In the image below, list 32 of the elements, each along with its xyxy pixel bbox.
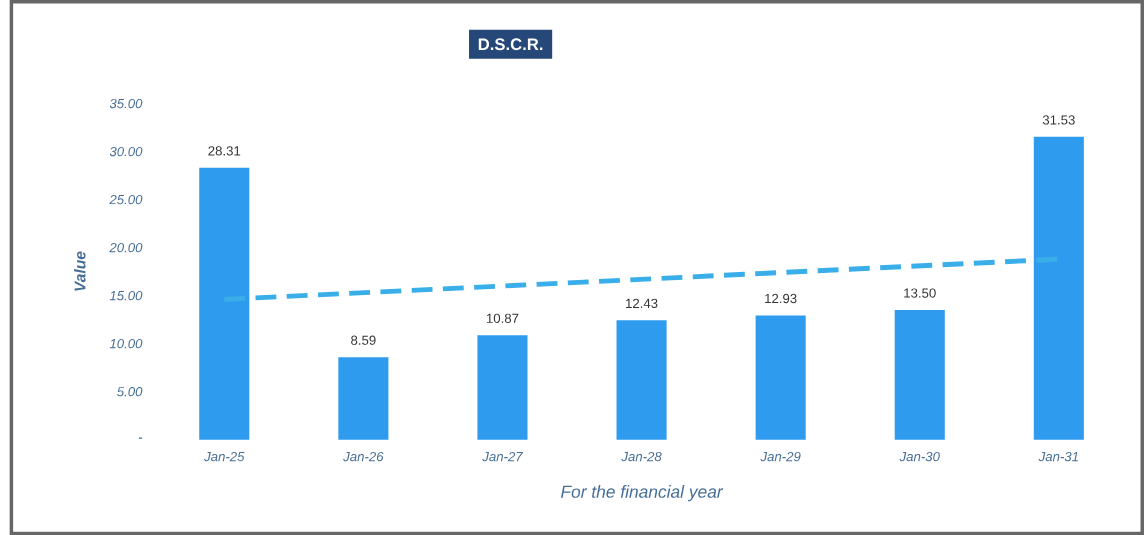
data-label: 28.31 <box>208 146 241 156</box>
x-axis-title: For the financial year <box>561 484 724 502</box>
x-tick-label: Jan-26 <box>343 451 384 462</box>
x-tick-label: Jan-29 <box>760 451 801 462</box>
x-tick-label: Jan-30 <box>899 451 940 462</box>
data-label: 8.59 <box>351 335 376 345</box>
y-tick-label: - <box>138 437 143 439</box>
bar <box>1033 136 1084 440</box>
data-label: 10.87 <box>486 313 519 323</box>
bar <box>894 309 945 440</box>
x-tick-label: Jan-27 <box>482 451 524 462</box>
y-tick-label: 30.00 <box>109 146 143 157</box>
x-tick-label: Jan-28 <box>621 451 662 462</box>
y-tick-label: 10.00 <box>109 338 143 349</box>
data-label: 13.50 <box>904 288 936 298</box>
y-tick-label: 5.00 <box>117 386 143 397</box>
bar <box>338 357 389 440</box>
data-label: 12.93 <box>765 293 797 304</box>
bar <box>477 335 528 440</box>
y-tick-label: 25.00 <box>109 194 143 205</box>
y-tick-label: 15.00 <box>109 290 143 301</box>
x-tick-label: Jan-25 <box>204 451 245 462</box>
bar <box>199 167 250 440</box>
bar <box>616 320 667 440</box>
y-axis-title: Value <box>74 251 86 291</box>
y-tick-label: 35.00 <box>109 98 143 109</box>
y-tick-label: 20.00 <box>109 242 143 253</box>
data-label: 31.53 <box>1042 115 1075 125</box>
data-label: 12.43 <box>626 298 658 308</box>
x-tick-label: Jan-31 <box>1038 451 1078 462</box>
bar <box>755 315 806 440</box>
chart-title: D.S.C.R. <box>478 38 543 50</box>
